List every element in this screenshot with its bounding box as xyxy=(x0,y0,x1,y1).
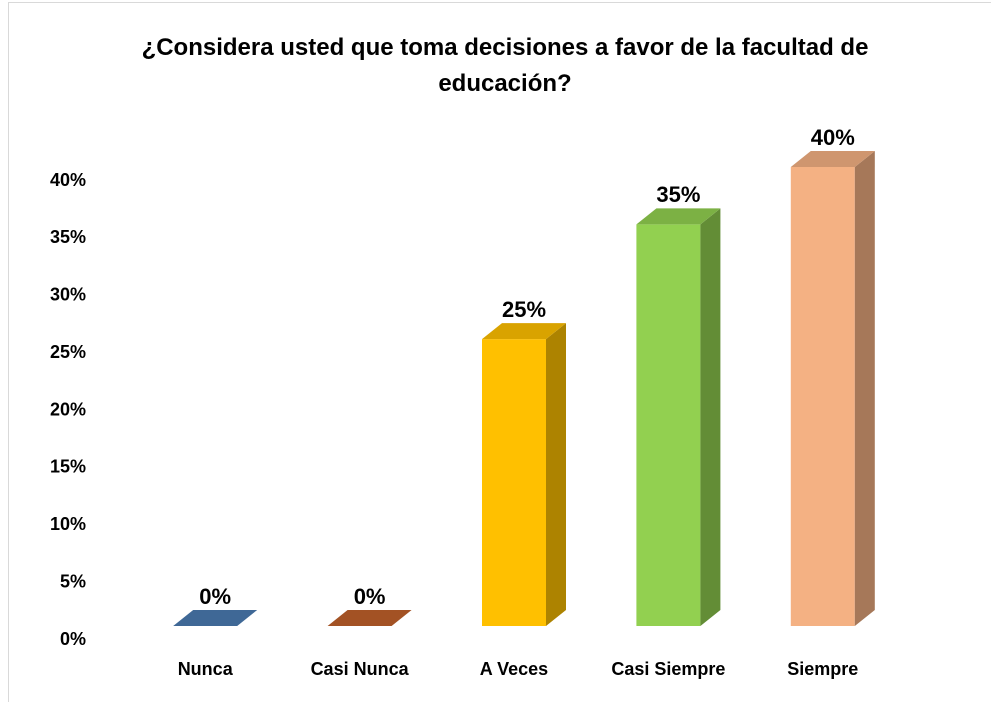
bar-top xyxy=(636,208,721,225)
x-tick-label: A Veces xyxy=(480,659,548,679)
value-label: 0% xyxy=(354,584,386,609)
x-tick-label: Nunca xyxy=(178,659,234,679)
y-tick-label: 35% xyxy=(50,227,86,247)
y-tick-label: 5% xyxy=(60,571,86,591)
y-tick-label: 0% xyxy=(60,629,86,649)
y-tick-label: 30% xyxy=(50,285,86,305)
bar-front xyxy=(482,339,546,626)
y-tick-label: 20% xyxy=(50,399,86,419)
y-tick-label: 25% xyxy=(50,342,86,362)
y-tick-label: 15% xyxy=(50,457,86,477)
bar-side xyxy=(546,323,566,626)
bar-top xyxy=(482,323,566,340)
value-label: 25% xyxy=(502,297,546,322)
bar-side xyxy=(700,208,721,626)
chart-title: ¿Considera usted que toma decisiones a f… xyxy=(141,34,869,97)
value-label: 0% xyxy=(199,584,231,609)
bar-top xyxy=(173,610,258,626)
y-tick-label: 10% xyxy=(50,514,86,534)
bar-top xyxy=(790,151,875,167)
bar-front xyxy=(636,224,701,626)
x-tick-label: Casi Nunca xyxy=(311,659,410,679)
x-tick-label: Siempre xyxy=(787,659,858,679)
y-tick-label: 40% xyxy=(50,170,86,190)
x-tick-label: Casi Siempre xyxy=(611,659,725,679)
chart-frame xyxy=(8,2,991,702)
bar xyxy=(482,323,566,626)
value-label: 40% xyxy=(811,125,855,150)
bar xyxy=(173,610,258,626)
bar-side xyxy=(854,151,875,626)
bar-front xyxy=(790,167,855,626)
bar xyxy=(636,208,721,626)
bar xyxy=(790,151,875,626)
bar xyxy=(327,610,412,626)
value-label: 35% xyxy=(656,182,700,207)
bar-top xyxy=(327,610,412,626)
